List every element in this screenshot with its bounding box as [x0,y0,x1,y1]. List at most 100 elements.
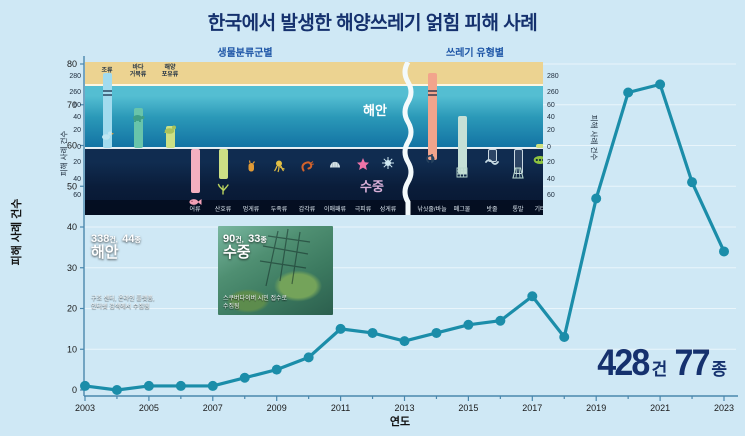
taxon-underwater-bar-label: 두족류 [270,207,288,213]
inset-y-tick-left: 0 [77,144,81,151]
taxon-coast-bar [165,126,175,148]
inset-y-tick-right: 20 [547,127,555,134]
y-tick-label: 40 [67,222,77,232]
y-tick-label: 20 [67,304,77,314]
y-tick-label: 80 [67,59,77,69]
data-point [80,380,90,391]
taxon-underwater-bar-label: 멍게류 [242,207,260,213]
x-tick-label: 2003 [75,403,95,413]
total-species-unit: 종 [711,360,727,379]
total-cases-value: 428 [597,342,650,383]
taxon-coast-bar [133,108,143,148]
data-point [463,319,474,330]
coast-species: 44 [122,233,135,245]
axis-break-mark [102,90,112,92]
bird-icon [100,128,114,142]
inset-y-tick-right: 40 [547,176,555,183]
data-point [495,315,506,326]
debris-bar-label: 낚싯줄/바늘 [417,207,447,213]
inset-y-tick-right: 60 [547,192,555,199]
underwater-photo-zone-label: 수중 [223,244,251,261]
inset-y-tick-left: 260 [69,89,81,96]
urchin-icon [381,156,395,170]
x-tick-label: 2015 [458,403,478,413]
data-point [239,372,250,383]
rope-icon [485,154,499,168]
data-point [559,332,570,343]
data-point [399,336,410,347]
inset-chart: 생물분류군별 쓰레기 유형별 해안 수중 조류 바다 거북류 해양 포유류 어류 산호류 멍게류 두족류… [55,44,598,220]
y-tick-label: 50 [67,181,77,191]
coast-cases-unit: 건, [109,237,118,244]
inset-title-debris: 쓰레기 유형별 [446,48,504,59]
inset-y-tick-left: 60 [73,192,81,199]
axis-break-mark [427,94,437,96]
y-tick-label: 70 [67,100,77,110]
trap-icon [511,166,525,180]
inset-category-strip [85,200,543,215]
data-point [335,323,346,334]
debris-bar [457,115,467,174]
coral-icon [216,181,230,196]
inset-y-tick-right: 60 [547,102,555,109]
taxon-coast-bar-label: 조류 [101,68,113,74]
debris-bar [427,73,437,160]
inset-plot-area: 해안 수중 조류 바다 거북류 해양 포유류 어류 산호류 멍게류 두족류 갑각류 이매패류 극피류 성게류… [85,62,543,215]
inset-title-taxon: 생물분류군별 [217,48,273,59]
total-summary: 428 건 77 종 [595,342,733,384]
coast-species-unit: 종 [134,237,141,244]
data-point [719,246,729,257]
seal-icon [163,122,177,136]
inset-y-tick-right: 40 [547,114,555,121]
coast-caption-line2: 인터넷 검색에서 수집됨 [91,303,150,310]
photo-underwater: 90건, 33종 수중 스쿠버다이버 시민 접수로 수집됨 [218,226,333,315]
hook-icon [425,153,439,168]
x-tick-label: 2021 [650,403,670,413]
data-point [143,380,154,391]
coast-caption-line1: 구조 센터, 온라인 플랫폼, [91,296,155,302]
page-title: 한국에서 발생한 해양쓰레기 얽힘 피해 사례 [207,13,538,34]
data-point [271,364,282,375]
coast-photo-stats: 338건, 44종 [91,229,141,247]
debris-bar-label: 기타 [534,207,543,213]
y-axis-title: 피해 사례 건수 [9,199,23,266]
taxon-coast-bar [102,73,112,148]
inset-y-tick-left: 20 [73,159,81,166]
coast-zone-label: 해안 [363,103,387,118]
coast-photo-caption: 구조 센터, 온라인 플랫폼, 인터넷 검색에서 수집됨 [91,296,155,311]
underwater-photo-caption: 스쿠버다이버 시민 접수로 수집됨 [223,296,287,311]
data-point [431,327,442,338]
coast-cases: 338 [91,233,110,245]
data-point [175,380,186,391]
x-tick-label: 2005 [139,403,159,413]
x-tick-label: 2017 [522,403,542,413]
underwater-zone-label: 수중 [360,179,384,194]
y-tick-label: 0 [72,385,77,395]
starfish-icon [356,157,370,171]
data-point [367,327,378,338]
coast-photo-zone-label: 해안 [91,244,119,261]
panel-divider-wave [400,62,416,215]
turtle-icon [131,110,145,124]
inset-y-tick-left: 280 [69,73,81,80]
data-point [655,79,666,90]
taxon-underwater-bar [190,149,200,193]
inset-waterline [85,147,543,149]
x-tick-label: 2011 [331,403,350,413]
y-tick-label: 60 [67,141,77,151]
data-point [303,352,314,363]
inset-y-tick-right: 280 [547,73,559,80]
underwater-species-unit: 종 [260,237,267,244]
net-icon [455,166,469,180]
y-tick-label: 30 [67,263,77,273]
taxon-underwater-bar-label: 이매패류 [323,207,347,213]
data-point [207,380,218,391]
octopus-icon [272,159,286,173]
photo-coast: 338건, 44종 해안 구조 센터, 온라인 플랫폼, 인터넷 검색에서 수집… [86,226,215,315]
inset-y-tick-left: 40 [73,114,81,121]
net-lines-overlay [259,228,311,287]
axis-break-mark [102,94,112,96]
inset-y-tick-left: 40 [73,176,81,183]
